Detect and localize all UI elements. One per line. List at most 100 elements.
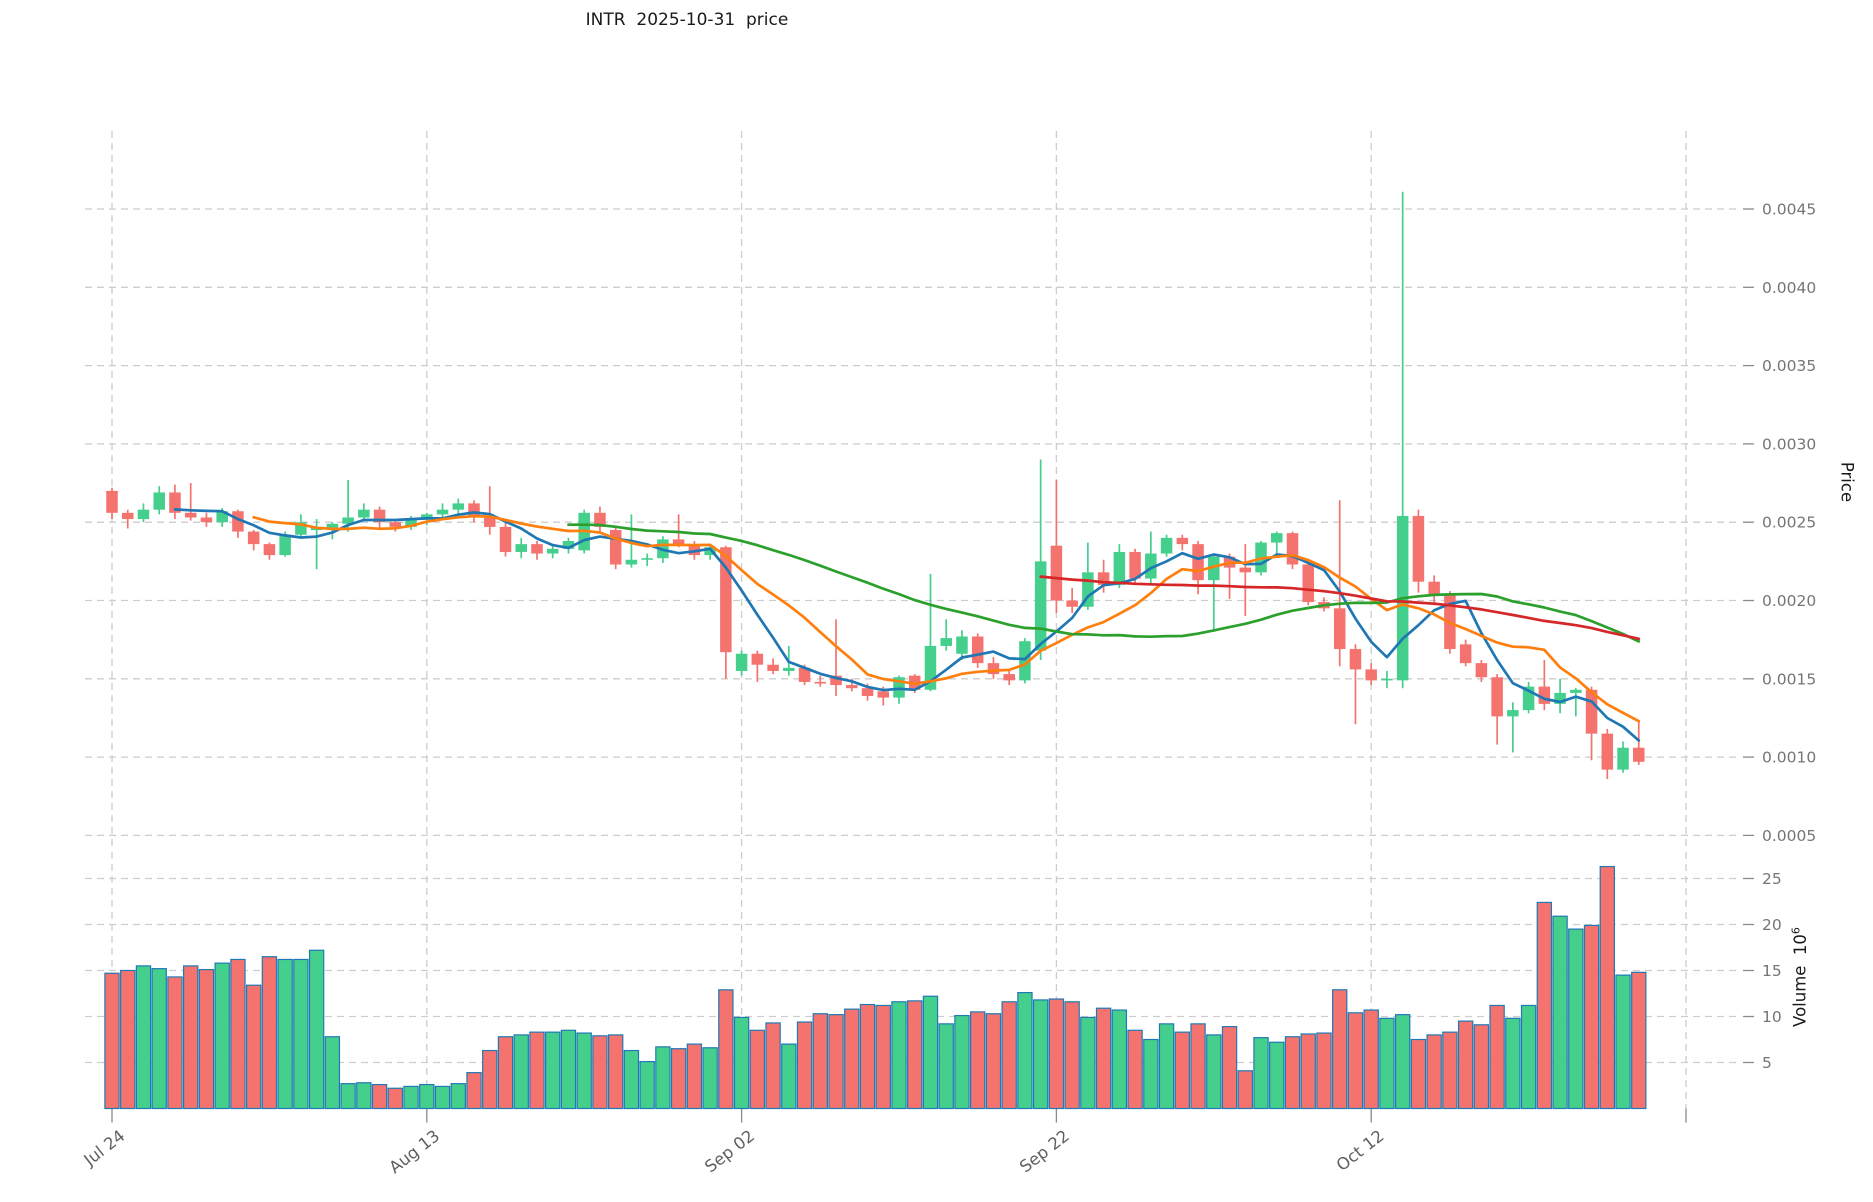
candle-body — [609, 530, 622, 565]
candle-body — [546, 548, 559, 554]
candle-body — [1066, 600, 1078, 607]
candle-body — [940, 638, 952, 646]
volume-bar — [1347, 1012, 1364, 1110]
candle-body — [987, 663, 1000, 675]
volume-bar — [985, 1013, 1002, 1110]
candle-body — [468, 503, 480, 516]
candle-body — [720, 547, 732, 653]
volume-bar — [1190, 1023, 1206, 1110]
candle-body — [295, 522, 307, 535]
volume-bar — [702, 1047, 718, 1110]
volume-bar — [655, 1046, 671, 1110]
volume-bar — [1174, 1031, 1191, 1110]
date-tick-label: Oct 12 — [1333, 1126, 1388, 1175]
candle-body — [1570, 689, 1582, 693]
candle-body — [216, 511, 228, 523]
volume-bar — [1363, 1009, 1379, 1110]
volume-bar — [1095, 1007, 1112, 1110]
price-tick-label: 0.0010 — [1762, 749, 1816, 767]
volume-bar — [765, 1022, 781, 1110]
volume-bar — [1158, 1023, 1175, 1110]
volume-bar — [1505, 1017, 1521, 1110]
volume-bar — [1520, 1004, 1537, 1110]
volume-bar — [1001, 1001, 1017, 1110]
candle-body — [342, 517, 354, 524]
candle-body — [814, 681, 827, 684]
volume-bar — [796, 1021, 813, 1110]
volume-bar — [733, 1016, 750, 1110]
candle-body — [1208, 556, 1220, 581]
volume-bar — [482, 1049, 498, 1110]
volume-bar — [403, 1085, 419, 1110]
volume-bar — [371, 1083, 388, 1110]
volume-bar — [1017, 991, 1033, 1110]
mav-60-line — [1039, 575, 1641, 641]
price-tick-label: 0.0040 — [1762, 279, 1816, 297]
volume-axis-label: Volume 106 — [1789, 927, 1810, 1027]
volume-bar — [450, 1083, 466, 1110]
volume-bar — [639, 1060, 655, 1110]
volume-bar — [1332, 989, 1348, 1110]
price-tick-label: 0.0035 — [1762, 357, 1816, 375]
volume-bar — [560, 1029, 577, 1110]
volume-bar — [828, 1014, 844, 1110]
price-tick-label: 0.0030 — [1762, 435, 1816, 453]
volume-bar — [875, 1004, 891, 1110]
volume-bar — [1237, 1070, 1253, 1110]
volume-bar — [1599, 865, 1615, 1110]
candle-body — [1522, 686, 1535, 711]
candle-body — [326, 523, 339, 529]
volume-tick-label: 10 — [1762, 1008, 1782, 1026]
volume-bar — [167, 976, 183, 1110]
candle-body — [562, 540, 575, 549]
volume-bar — [324, 1036, 341, 1110]
volume-bar — [387, 1087, 404, 1110]
candle-body — [421, 514, 433, 520]
candle-body — [499, 526, 512, 552]
candle-body — [1333, 608, 1346, 650]
volume-bar — [245, 984, 262, 1110]
candle-body — [232, 511, 244, 532]
volume-bar — [230, 958, 246, 1110]
candle-body — [1538, 686, 1551, 704]
date-tick-label: Sep 22 — [1016, 1126, 1073, 1176]
volume-bar — [214, 962, 230, 1110]
volume-bar — [1111, 1009, 1128, 1110]
candle-body — [263, 544, 276, 556]
candle-body — [956, 636, 968, 654]
volume-bar — [1048, 998, 1065, 1110]
volume-bar — [1143, 1038, 1159, 1110]
candle-body — [1302, 564, 1314, 603]
axis-ticks — [111, 208, 1754, 1123]
candle-body — [877, 691, 890, 698]
volume-tick-label: 15 — [1762, 962, 1782, 980]
candle-body — [1633, 747, 1645, 762]
candle-body — [184, 512, 197, 518]
mav-10-line — [252, 514, 1641, 723]
volume-tick-label: 25 — [1762, 870, 1782, 888]
volume-bar — [907, 1000, 923, 1110]
volume-bar — [308, 949, 325, 1110]
candle-body — [452, 503, 465, 510]
candle-body — [1475, 663, 1488, 678]
volume-bar — [1253, 1037, 1269, 1110]
volume-bar — [1032, 999, 1049, 1110]
volume-bar — [1615, 974, 1631, 1110]
volume-bar — [1284, 1036, 1301, 1110]
volume-bar — [135, 965, 152, 1110]
candle-body — [751, 653, 764, 665]
volume-bar — [1552, 915, 1568, 1110]
volume-bar — [277, 958, 293, 1110]
candle-body — [1145, 553, 1157, 579]
candle-body — [200, 517, 213, 523]
volume-bar — [1457, 1020, 1474, 1110]
volume-bar — [1410, 1038, 1427, 1110]
volume-bar — [844, 1008, 860, 1110]
candle-body — [1239, 567, 1252, 573]
volume-bar — [1631, 971, 1647, 1110]
date-tick-label: Sep 02 — [701, 1126, 758, 1176]
volume-bar — [261, 956, 278, 1110]
volume-bar — [1568, 928, 1584, 1110]
candle-body — [153, 492, 165, 510]
